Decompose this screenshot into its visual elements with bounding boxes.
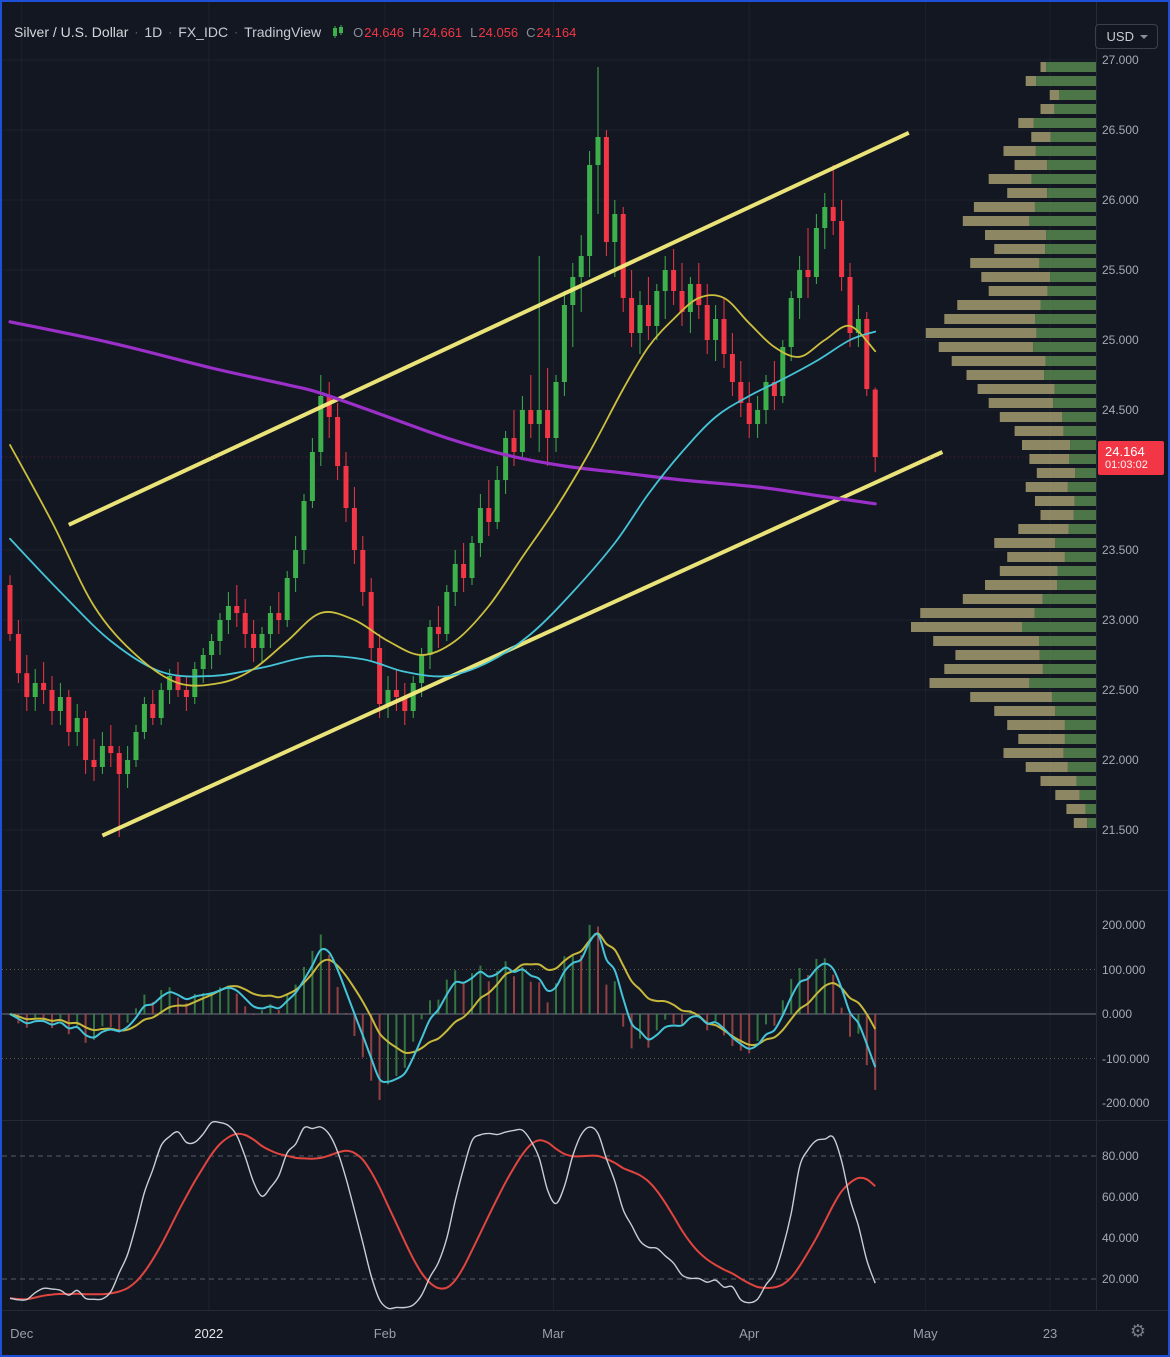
time-label-dec: Dec — [10, 1326, 34, 1341]
ohlc-l: L24.056 — [470, 24, 519, 40]
slow-purple-ma[interactable] — [8, 320, 877, 506]
last-price-tag: 24.164 01:03:02 — [1098, 441, 1164, 476]
platform-label[interactable]: TradingView — [244, 24, 322, 40]
time-axis[interactable]: ⚙ Dec 2022 Feb Mar Apr May 23 — [2, 1311, 1168, 1355]
separator: · — [168, 25, 173, 39]
symbol-title[interactable]: Silver / U.S. Dollar — [14, 24, 129, 40]
price-tick: 22.500 — [1102, 683, 1139, 697]
time-label-feb: Feb — [373, 1326, 397, 1341]
osc-tick: 0.000 — [1102, 1007, 1133, 1021]
stoch-tick: 20.000 — [1102, 1272, 1139, 1286]
osc-tick: -100.000 — [1102, 1051, 1150, 1066]
price-chart[interactable] — [2, 2, 1096, 890]
price-tick: 23.000 — [1102, 613, 1139, 627]
last-price-value: 24.164 — [1105, 444, 1145, 460]
interval-label[interactable]: 1D — [144, 24, 163, 40]
price-tick: 22.000 — [1102, 753, 1139, 767]
price-tick: 21.500 — [1102, 823, 1139, 837]
exchange-label[interactable]: FX_IDC — [178, 24, 229, 40]
chevron-down-icon — [1140, 35, 1148, 39]
time-label-may: May — [913, 1326, 938, 1341]
ohlc-o: O24.646 — [353, 24, 404, 40]
price-tick: 26.500 — [1102, 123, 1139, 137]
osc-tick: 100.000 — [1102, 962, 1146, 977]
price-tick: 24.500 — [1102, 403, 1139, 417]
separator: · — [134, 25, 139, 39]
osc-tick: -200.000 — [1102, 1096, 1150, 1110]
price-tick: 26.000 — [1102, 193, 1139, 207]
price-tick: 25.000 — [1102, 333, 1139, 347]
price-tick: 27.000 — [1102, 53, 1139, 67]
pane-divider[interactable] — [2, 1120, 1168, 1121]
candles-icon — [331, 25, 345, 39]
chart-legend: Silver / U.S. Dollar · 1D · FX_IDC · Tra… — [14, 24, 576, 40]
pane-divider — [2, 1310, 1168, 1311]
currency-label: USD — [1106, 29, 1134, 44]
time-label-2022: 2022 — [194, 1326, 224, 1341]
price-tick: 25.500 — [1102, 263, 1139, 277]
ohlc-c: C24.164 — [526, 24, 577, 40]
pane-divider[interactable] — [2, 890, 1168, 891]
gear-icon[interactable]: ⚙ — [1129, 1321, 1146, 1341]
time-label-mar: Mar — [542, 1326, 565, 1341]
osc-tick: 200.000 — [1102, 918, 1146, 932]
time-label-apr: Apr — [739, 1326, 760, 1341]
ohlc-h: H24.661 — [412, 24, 463, 40]
price-axis-separator — [1096, 2, 1097, 1311]
stoch-tick: 40.000 — [1102, 1231, 1139, 1245]
mid-teal-ma[interactable] — [9, 330, 877, 678]
stoch-tick: 80.000 — [1102, 1149, 1139, 1163]
bar-countdown: 01:03:02 — [1105, 459, 1148, 472]
price-tick: 23.500 — [1102, 543, 1139, 557]
stoch-tick: 60.000 — [1102, 1190, 1139, 1204]
fast-yellow-ma[interactable] — [9, 294, 877, 687]
ohlc-values: O24.646 H24.661 L24.056 C24.164 — [353, 25, 576, 40]
oscillator-pane[interactable] — [2, 891, 1096, 1120]
currency-button[interactable]: USD — [1094, 24, 1158, 49]
stochastic-pane[interactable] — [2, 1121, 1096, 1310]
separator: · — [234, 25, 239, 39]
time-label-23: 23 — [1042, 1326, 1058, 1341]
